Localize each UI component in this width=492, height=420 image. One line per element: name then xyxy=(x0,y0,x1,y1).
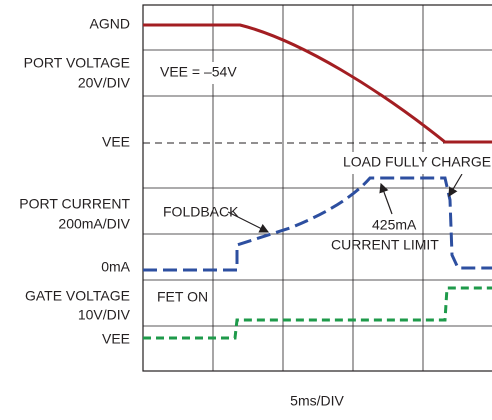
label: PORT CURRENT xyxy=(19,196,130,212)
port-voltage-trace xyxy=(143,23,492,144)
label: GATE VOLTAGE xyxy=(25,288,130,304)
port-current-trace xyxy=(143,176,492,272)
label-backdrop xyxy=(340,152,490,174)
label: PORT VOLTAGE xyxy=(24,55,130,71)
label: 20V/DIV xyxy=(78,75,131,91)
label: 200mA/DIV xyxy=(58,216,130,232)
annotation: CURRENT LIMIT xyxy=(331,237,439,253)
label: AGND xyxy=(90,16,130,32)
label: 0mA xyxy=(101,259,130,275)
annotation: LOAD FULLY CHARGED xyxy=(343,154,492,170)
label: VEE xyxy=(102,331,130,347)
arrow xyxy=(448,173,463,198)
annotation: VEE = –54V xyxy=(160,64,237,80)
label: VEE xyxy=(102,134,130,150)
annotation: FET ON xyxy=(157,289,208,305)
grid xyxy=(142,4,492,372)
label: 5ms/DIV xyxy=(290,393,344,409)
annotation: FOLDBACK xyxy=(163,204,239,220)
arrow xyxy=(379,182,393,215)
gate-voltage-trace xyxy=(143,286,492,340)
label-backdrop xyxy=(155,62,247,84)
annotation: 425mA xyxy=(372,217,417,233)
arrow xyxy=(227,211,270,233)
label: 10V/DIV xyxy=(78,307,131,323)
